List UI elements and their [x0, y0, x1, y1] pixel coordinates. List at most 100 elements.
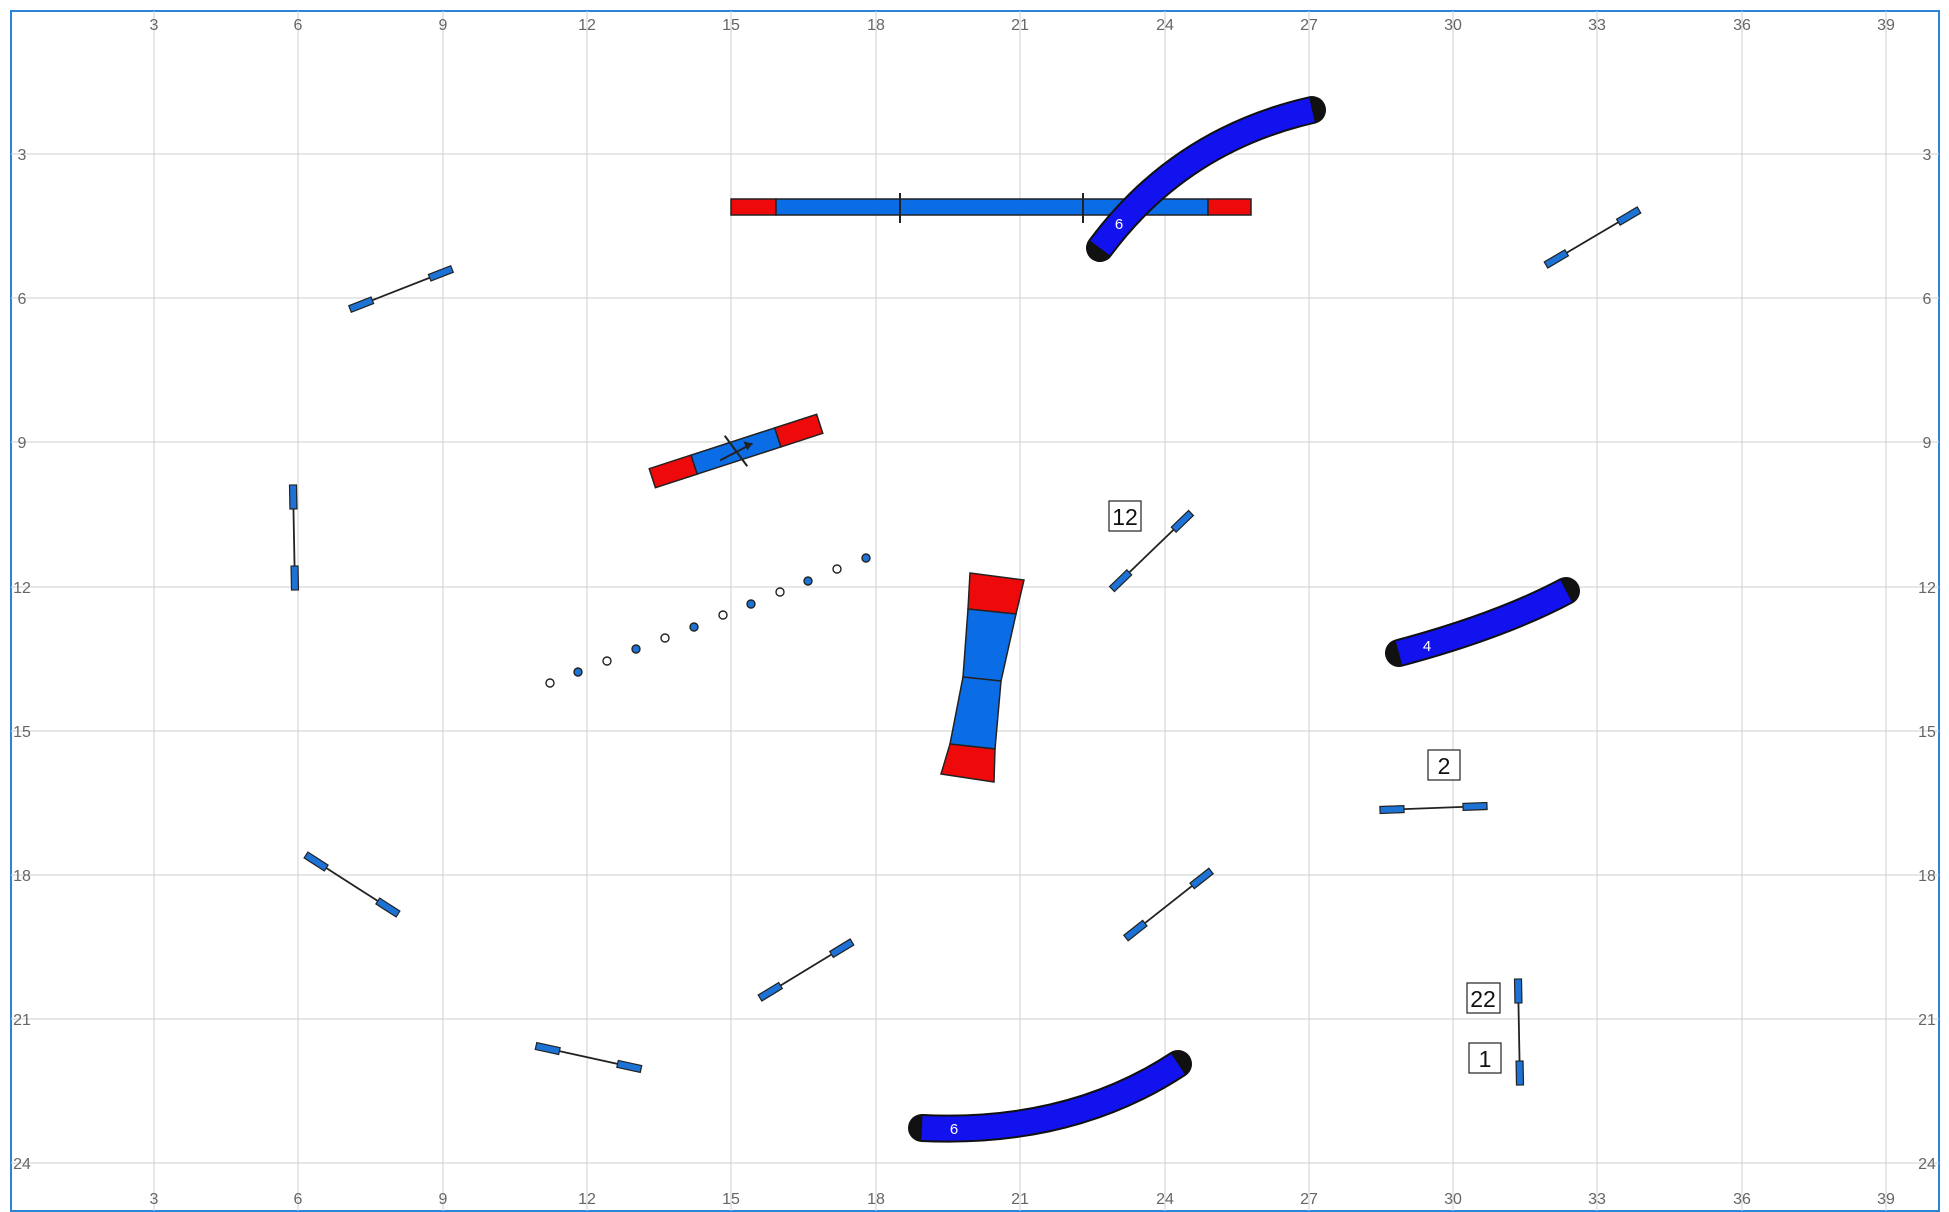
jump-bottom-right[interactable] [1122, 867, 1215, 942]
jump-wing [616, 1059, 643, 1074]
y-tick-label-left: 24 [13, 1156, 31, 1173]
y-tick-label-right: 18 [1918, 868, 1936, 885]
number-mark-12: 12 [1108, 500, 1142, 532]
x-tick-label-top: 27 [1300, 17, 1318, 34]
jump-mark-22[interactable] [1513, 978, 1525, 1086]
jump-wing [427, 264, 455, 282]
y-tick-label-left: 9 [18, 435, 27, 452]
jump-wing [1122, 919, 1148, 942]
x-tick-label-top: 30 [1444, 17, 1462, 34]
x-tick-label-bottom: 36 [1733, 1191, 1751, 1208]
tunnel-bottom-label: 6 [950, 1121, 958, 1138]
weave-pole [803, 576, 813, 586]
y-tick-label-right: 6 [1923, 291, 1932, 308]
number-mark-2: 2 [1427, 749, 1461, 781]
y-tick-label-left: 21 [13, 1012, 31, 1029]
y-tick-label-left: 15 [13, 724, 31, 741]
x-tick-label-bottom: 6 [294, 1191, 303, 1208]
tunnel-right-label: 4 [1423, 638, 1431, 655]
weave-pole [775, 587, 785, 597]
weave-pole [861, 553, 871, 563]
number-mark-1: 1 [1468, 1042, 1502, 1074]
number-mark-22-label: 22 [1470, 986, 1496, 1012]
jump-wing [1189, 867, 1215, 890]
jump-wing [1462, 801, 1488, 812]
x-tick-label-bottom: 15 [722, 1191, 740, 1208]
x-tick-label-bottom: 33 [1588, 1191, 1606, 1208]
number-mark-2-label: 2 [1438, 753, 1451, 779]
jump-top-right[interactable] [1543, 206, 1642, 269]
jump-wing [1615, 206, 1642, 227]
axis-tick-labels: 3366991212151518182121242427273030333336… [13, 17, 1936, 1208]
tunnel-top[interactable]: 6 [1086, 96, 1326, 262]
x-tick-label-top: 36 [1733, 17, 1751, 34]
weave-pole [631, 644, 641, 654]
x-tick-label-top: 9 [439, 17, 448, 34]
jump-bottom-mid[interactable] [757, 938, 855, 1002]
x-tick-label-top: 6 [294, 17, 303, 34]
jump-wing [290, 565, 300, 591]
jump-wing [828, 938, 855, 959]
jump-wing [1108, 568, 1133, 593]
x-tick-label-top: 33 [1588, 17, 1606, 34]
jump-left-vertical[interactable] [288, 484, 300, 591]
y-tick-label-left: 12 [13, 580, 31, 597]
x-tick-label-bottom: 9 [439, 1191, 448, 1208]
x-tick-label-top: 24 [1156, 17, 1174, 34]
y-tick-label-right: 21 [1918, 1012, 1936, 1029]
jump-wing [534, 1041, 561, 1056]
jump-left-bottom[interactable] [303, 851, 401, 918]
number-mark-22: 22 [1466, 982, 1501, 1014]
jump-bottom-left[interactable] [534, 1041, 643, 1074]
x-tick-label-top: 12 [578, 17, 596, 34]
jump-wing [375, 897, 401, 918]
jump-mark-2[interactable] [1379, 801, 1488, 815]
y-tick-label-right: 9 [1923, 435, 1932, 452]
weave-pole [573, 667, 583, 677]
y-tick-label-left: 6 [18, 291, 27, 308]
x-tick-label-top: 39 [1877, 17, 1895, 34]
tunnel-bottom[interactable]: 6 [908, 1050, 1192, 1143]
jump-wing [303, 851, 329, 872]
jump-top-left[interactable] [347, 264, 455, 314]
x-tick-label-bottom: 39 [1877, 1191, 1895, 1208]
y-tick-label-right: 15 [1918, 724, 1936, 741]
x-tick-label-bottom: 27 [1300, 1191, 1318, 1208]
number-mark-12-label: 12 [1112, 504, 1138, 530]
x-tick-label-bottom: 18 [867, 1191, 885, 1208]
jump-wing [1379, 804, 1405, 815]
jumps[interactable] [288, 206, 1642, 1086]
jump-wing [1170, 509, 1195, 534]
number-mark-1-label: 1 [1479, 1046, 1492, 1072]
weave-pole [832, 564, 842, 574]
tunnel-right[interactable]: 4 [1385, 577, 1580, 667]
y-tick-label-right: 12 [1918, 580, 1936, 597]
weave-pole [746, 599, 756, 609]
jump-wing [288, 484, 298, 510]
x-tick-label-top: 15 [722, 17, 740, 34]
x-tick-label-top: 21 [1011, 17, 1029, 34]
jump-wing [347, 296, 375, 314]
tunnel-top-label: 6 [1115, 216, 1123, 233]
weave-pole [545, 678, 555, 688]
y-tick-label-right: 3 [1923, 147, 1932, 164]
x-tick-label-bottom: 12 [578, 1191, 596, 1208]
weave-pole [689, 622, 699, 632]
x-tick-label-bottom: 21 [1011, 1191, 1029, 1208]
jump-wing [1543, 248, 1570, 269]
x-tick-label-top: 18 [867, 17, 885, 34]
jump-wing [757, 981, 784, 1002]
jump-mark-12[interactable] [1108, 509, 1195, 593]
x-tick-label-top: 3 [150, 17, 159, 34]
weave-pole [718, 610, 728, 620]
dogwalk-top[interactable] [730, 193, 1252, 223]
weave-poles[interactable] [545, 553, 871, 688]
y-tick-label-left: 3 [18, 147, 27, 164]
weave-pole [602, 656, 612, 666]
jump-wing [1513, 978, 1523, 1004]
seesaw[interactable] [647, 407, 826, 496]
y-tick-label-right: 24 [1918, 1156, 1936, 1173]
a-frame[interactable] [940, 572, 1025, 783]
x-tick-label-bottom: 30 [1444, 1191, 1462, 1208]
